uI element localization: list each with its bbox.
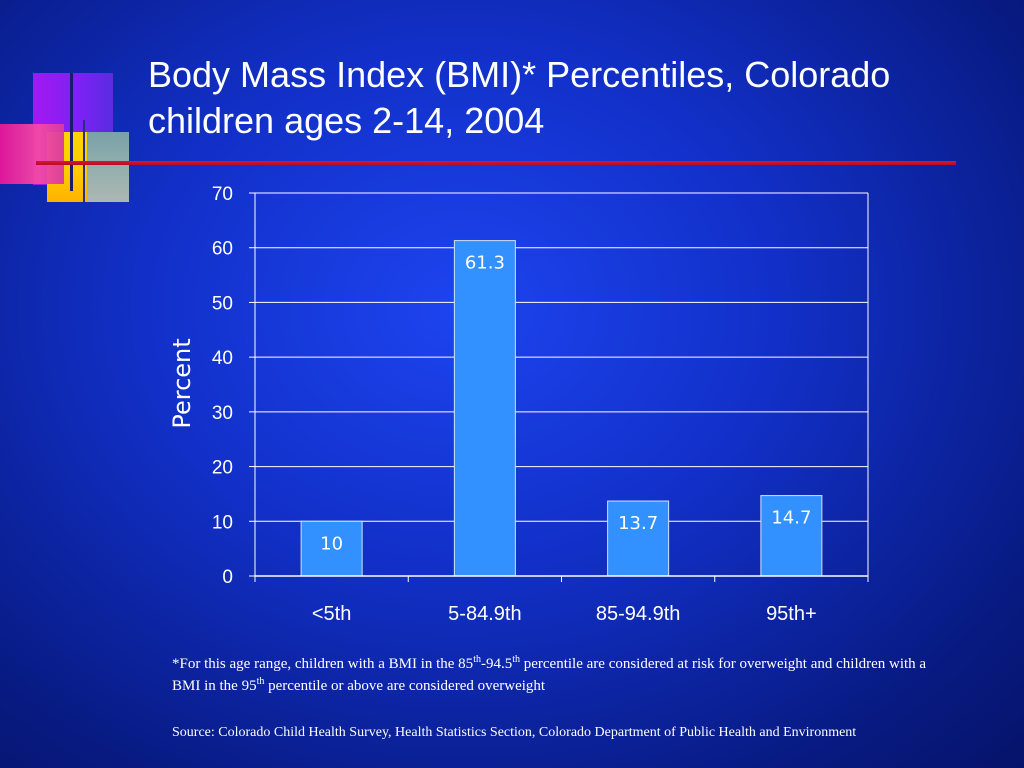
data-label: 13.7	[618, 513, 658, 534]
slide-title: Body Mass Index (BMI)* Percentiles, Colo…	[148, 54, 891, 141]
footnote-superscript: th	[512, 654, 520, 665]
x-category-label: 95th+	[766, 603, 817, 625]
footnote-superscript: th	[473, 654, 481, 665]
footnote-text: -94.5	[480, 656, 513, 672]
decor-vertical-line	[70, 73, 73, 191]
gridlines	[255, 192, 868, 522]
source-note: Source: Colorado Child Health Survey, He…	[172, 725, 857, 740]
footnote: *For this age range, children with a BMI…	[172, 653, 952, 697]
data-label: 61.3	[465, 253, 505, 274]
y-tick-label: 50	[212, 293, 233, 314]
x-category-label: <5th	[312, 603, 351, 625]
y-axis-title: Percent	[168, 338, 196, 428]
y-tick-label: 70	[212, 184, 233, 205]
data-label: 14.7	[771, 508, 811, 529]
decor-pink-square	[0, 124, 64, 184]
y-tick-label: 30	[212, 403, 233, 424]
bar	[607, 500, 670, 577]
bars	[300, 240, 823, 577]
bar	[453, 240, 516, 577]
y-tick-label: 60	[212, 239, 233, 260]
title-underline	[36, 161, 956, 165]
y-tick-label: 0	[222, 567, 233, 588]
footnote-text: *For this age range, children with a BMI…	[172, 656, 474, 672]
footnote-text: percentile or above are considered overw…	[264, 678, 546, 694]
axes	[249, 192, 869, 582]
footnote-text: percentile are considered at risk for ov…	[172, 656, 927, 694]
y-tick-label: 20	[212, 458, 233, 479]
y-tick-label: 40	[212, 348, 233, 369]
x-category-label: 85-94.9th	[596, 603, 681, 625]
decor-blue-square	[87, 132, 129, 202]
footnote-superscript: th	[256, 676, 265, 687]
bar-chart: 0 10 20 30 40 50 60 70 10 <5th 61.3 5-84.9th 13.7 85-…	[168, 184, 869, 625]
data-label: 10	[320, 533, 343, 554]
y-tick-label: 10	[212, 512, 233, 533]
labels: 0 10 20 30 40 50 60 70 10 <5th 61.3 5-84.9th 13.7 85-…	[212, 184, 817, 625]
x-category-label: 5-84.9th	[448, 603, 521, 625]
